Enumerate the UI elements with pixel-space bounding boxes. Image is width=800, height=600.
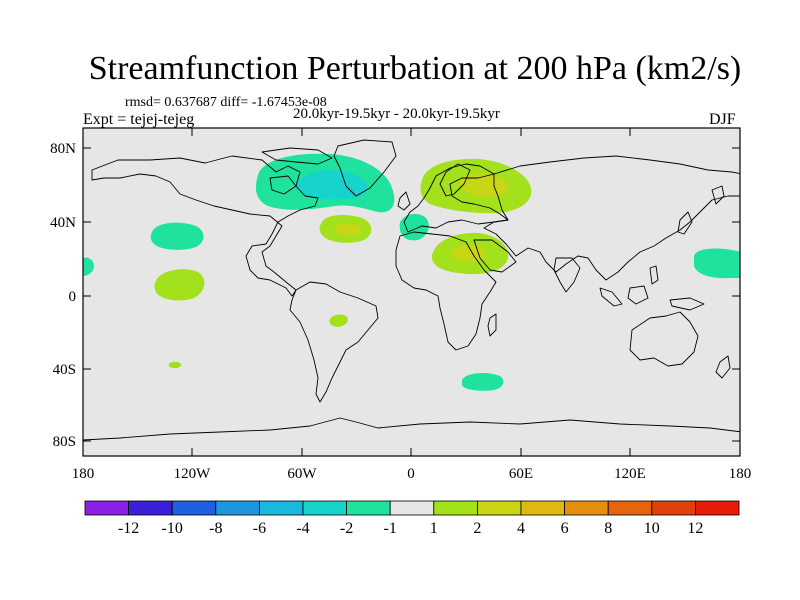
colorbar-label: -8 (209, 520, 222, 537)
colorbar-swatch (520, 500, 565, 516)
experiment-label: Expt = tejej-tejeg (83, 111, 195, 128)
lat-label: 80N (50, 141, 76, 157)
lon-label: 120E (614, 466, 646, 482)
colorbar-label: 2 (473, 520, 481, 537)
colorbar-swatch (171, 500, 217, 516)
colorbar-swatch (389, 500, 435, 516)
colorbar-swatch (607, 500, 653, 516)
lat-ticks (83, 147, 740, 442)
lon-label: 0 (407, 466, 415, 482)
anomaly-west-pacific (694, 248, 740, 279)
map-title: Streamfunction Perturbation at 200 hPa (… (88, 50, 742, 87)
coast-sumatra (599, 287, 623, 307)
coast-borneo (627, 285, 649, 305)
colorbar-swatch (302, 500, 347, 516)
anomaly-south-america (329, 314, 348, 327)
colorbar-swatch (476, 500, 522, 516)
lon-label: 180 (72, 466, 95, 482)
lon-label: 60W (287, 466, 317, 482)
coast-europe (403, 163, 509, 233)
coast-north-america (91, 155, 319, 297)
coast-new-guinea (669, 297, 705, 311)
anomaly-southern-indian (462, 372, 504, 391)
coast-antarctica (83, 417, 740, 441)
colorbar-label: -12 (118, 520, 139, 537)
lon-ticks (191, 128, 631, 456)
colorbar-label: 8 (604, 520, 612, 537)
anomaly-tropical-pacific (154, 269, 205, 301)
anomaly-east-pacific (150, 222, 204, 250)
lon-label: 60E (509, 466, 533, 482)
coast-south-america (289, 281, 379, 403)
stats-label: rmsd= 0.637687 diff= -1.67453e-08 (125, 95, 327, 110)
period-label: 20.0kyr-19.5kyr - 20.0kyr-19.5kyr (293, 106, 500, 122)
colorbar-swatch (695, 500, 740, 516)
coast-new-zealand (715, 355, 731, 379)
colorbar-swatch (564, 500, 609, 516)
lon-label: 120W (174, 466, 212, 482)
lon-label: 180 (729, 466, 752, 482)
colorbar-swatch (215, 500, 260, 516)
colorbar-label: 4 (517, 520, 525, 537)
coast-madagascar (487, 313, 497, 337)
colorbar-label: 1 (430, 520, 438, 537)
coast-hudson-bay (269, 175, 297, 195)
colorbar-label: 10 (644, 520, 660, 537)
coast-kamchatka (711, 185, 725, 205)
lat-label: 40S (53, 362, 76, 378)
coast-scandinavia (439, 163, 471, 197)
colorbar-label: -1 (384, 520, 397, 537)
colorbar-legend: -12 -10 -8 -6 -4 -2 -1 1 2 4 6 8 10 12 (84, 500, 740, 537)
anomaly-dateline-west (83, 257, 94, 276)
coast-uk (397, 191, 411, 211)
colorbar-swatch (258, 500, 304, 516)
season-label: DJF (709, 111, 736, 128)
colorbar-swatch (651, 500, 696, 516)
colorbar-swatch (346, 500, 391, 516)
coast-africa (395, 231, 497, 351)
coast-japan (677, 211, 693, 235)
coast-asia (483, 155, 740, 281)
coast-philippines (649, 265, 659, 285)
colorbar-label: 6 (561, 520, 569, 537)
colorbar-swatch (128, 500, 173, 516)
coast-canadian-islands (261, 147, 333, 165)
anomaly-north-atlantic-inner (295, 170, 368, 200)
lat-label: 0 (69, 289, 77, 305)
coast-greenland (333, 139, 397, 197)
colorbar-label: -2 (340, 520, 353, 537)
colorbar-label: -4 (296, 520, 309, 537)
anomaly-mid-atlantic-inner (335, 223, 362, 236)
colorbar-swatch (433, 500, 478, 516)
coast-india (553, 257, 581, 293)
colorbar-swatch (84, 500, 129, 516)
coastlines (83, 139, 740, 441)
coast-arabia (473, 239, 517, 273)
coast-australia (629, 311, 699, 367)
anomaly-south-pacific (168, 361, 182, 369)
lat-label: 80S (53, 434, 76, 450)
lat-label: 40N (50, 215, 76, 231)
colorbar-label: 12 (687, 520, 703, 537)
colorbar-label: -10 (162, 520, 183, 537)
colorbar-label: -6 (253, 520, 266, 537)
contour-fills (83, 153, 740, 391)
